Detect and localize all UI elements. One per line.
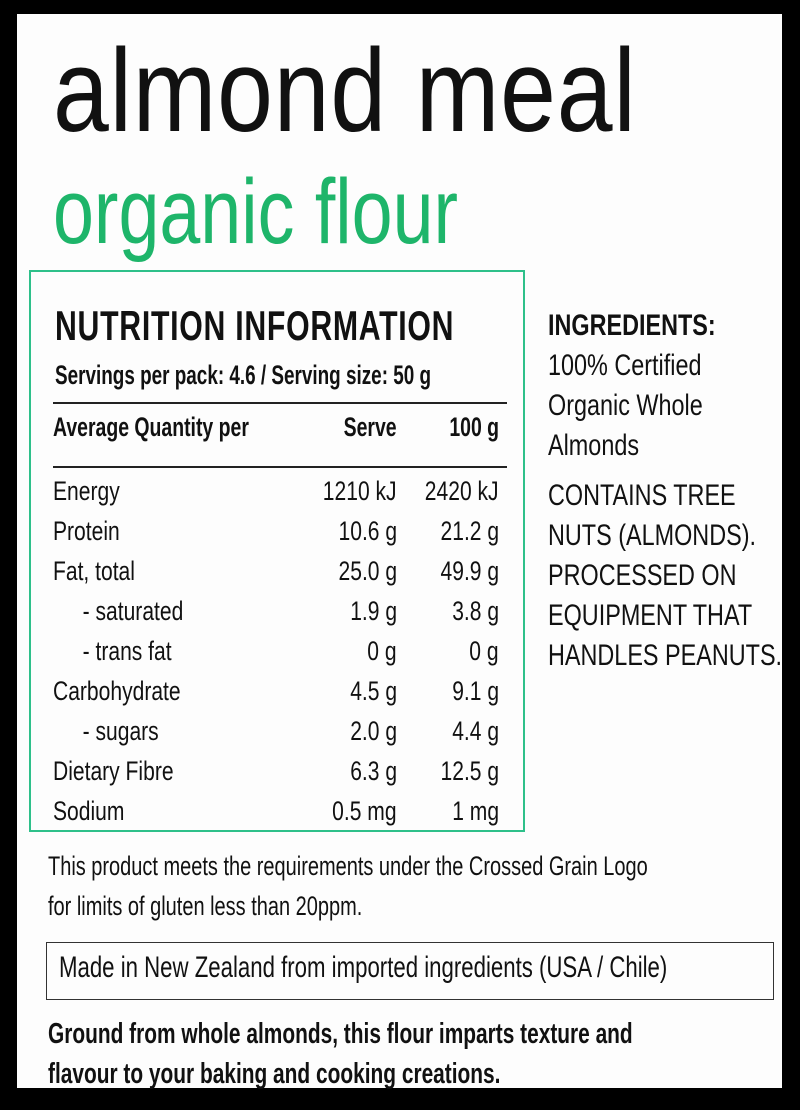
nutrition-row: - sugars 2.0 g 4.4 g xyxy=(31,716,523,756)
origin-statement: Made in New Zealand from imported ingred… xyxy=(59,951,668,984)
serve-value: 6.3 g xyxy=(350,756,397,786)
per-100g-value: 2420 kJ xyxy=(425,476,499,506)
per-100g-value: 21.2 g xyxy=(440,516,499,546)
nutrient-label: Protein xyxy=(53,516,120,546)
per-100g-value: 0 g xyxy=(469,636,499,666)
column-header: 100 g xyxy=(449,412,499,442)
serve-value: 1210 kJ xyxy=(323,476,397,506)
serve-value: 1.9 g xyxy=(350,596,397,626)
serve-value: 2.0 g xyxy=(350,716,397,746)
nutrition-row: Dietary Fibre 6.3 g 12.5 g xyxy=(31,756,523,796)
per-100g-value: 4.4 g xyxy=(452,716,499,746)
product-title: almond meal xyxy=(53,25,637,157)
per-100g-value: 12.5 g xyxy=(440,756,499,786)
allergen-statement: CONTAINS TREE NUTS (ALMONDS). PROCESSED … xyxy=(548,479,783,672)
nutrition-panel: NUTRITION INFORMATION Servings per pack:… xyxy=(29,270,525,832)
nutrition-row: - saturated 1.9 g 3.8 g xyxy=(31,596,523,636)
nutrient-label: Fat, total xyxy=(53,556,135,586)
per-100g-value: 3.8 g xyxy=(452,596,499,626)
nutrition-row: Fat, total 25.0 g 49.9 g xyxy=(31,556,523,596)
per-100g-value: 9.1 g xyxy=(452,676,499,706)
nutrition-row: Protein 10.6 g 21.2 g xyxy=(31,516,523,556)
product-description: Ground from whole almonds, this flour im… xyxy=(48,1018,633,1090)
column-header: Serve xyxy=(344,412,397,442)
column-header: Average Quantity per xyxy=(53,412,249,442)
nutrition-row: - trans fat 0 g 0 g xyxy=(31,636,523,676)
divider xyxy=(53,402,507,404)
serve-value: 0.5 mg xyxy=(332,796,397,826)
serve-value: 0 g xyxy=(367,636,397,666)
gluten-statement: This product meets the requirements unde… xyxy=(48,851,648,921)
nutrient-label: - sugars xyxy=(82,716,159,746)
origin-box: Made in New Zealand from imported ingred… xyxy=(46,942,774,1000)
nutrient-label: - trans fat xyxy=(82,636,172,666)
nutrient-label: Dietary Fibre xyxy=(53,756,174,786)
servings-info: Servings per pack: 4.6 / Serving size: 5… xyxy=(55,360,432,390)
per-100g-value: 1 mg xyxy=(452,796,499,826)
label-panel: almond meal organic flour NUTRITION INFO… xyxy=(17,14,782,1090)
product-subtitle: organic flour xyxy=(53,161,459,263)
nutrition-row: Energy 1210 kJ 2420 kJ xyxy=(31,476,523,516)
nutrition-heading: NUTRITION INFORMATION xyxy=(55,302,455,349)
nutrient-label: Energy xyxy=(53,476,120,506)
ingredients: INGREDIENTS: 100% Certified Organic Whol… xyxy=(548,309,716,462)
nutrient-label: Carbohydrate xyxy=(53,676,181,706)
nutrient-label: - saturated xyxy=(82,596,184,626)
nutrition-row: Sodium 0.5 mg 1 mg xyxy=(31,796,523,836)
serve-value: 25.0 g xyxy=(338,556,397,586)
nutrition-row: Carbohydrate 4.5 g 9.1 g xyxy=(31,676,523,716)
per-100g-value: 49.9 g xyxy=(440,556,499,586)
nutrient-label: Sodium xyxy=(53,796,125,826)
divider xyxy=(53,466,507,468)
serve-value: 4.5 g xyxy=(350,676,397,706)
serve-value: 10.6 g xyxy=(338,516,397,546)
